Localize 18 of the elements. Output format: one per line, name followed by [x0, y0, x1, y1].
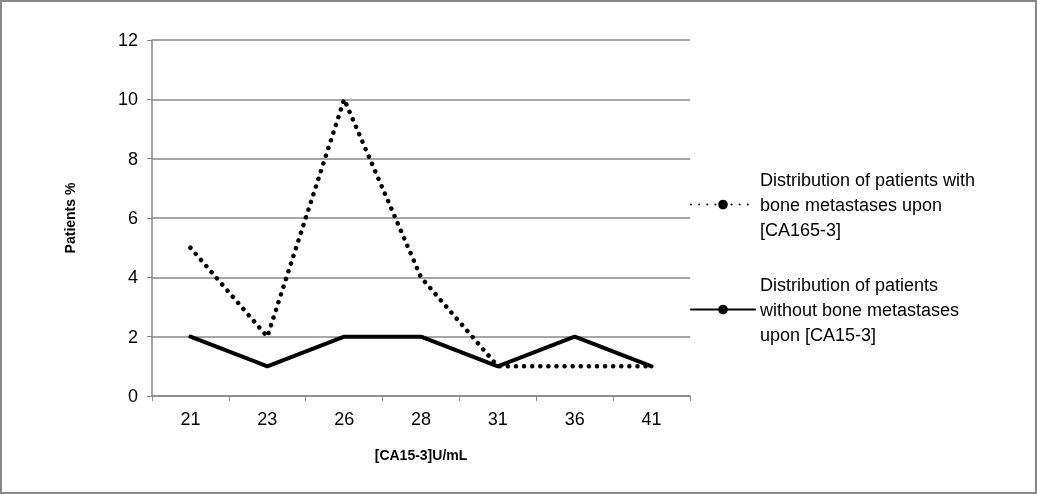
x-tick-label: 21	[180, 409, 201, 429]
legend-label: Distribution of patients without bone metastases upon [CA15-3]	[759, 274, 965, 345]
x-tick-label: 28	[410, 409, 432, 429]
x-tick-label: 26	[334, 409, 355, 429]
y-tick-label: 6	[127, 208, 138, 228]
x-tick-label: 36	[564, 409, 585, 429]
legend-label: Distribution of patients with bone metastases upon [CA165-3]	[760, 169, 981, 240]
x-tick-label: 41	[641, 409, 662, 429]
y-tick-label: 4	[127, 267, 138, 288]
x-axis-title: [CA15-3]U/mL	[374, 447, 468, 463]
y-tick-label: 8	[127, 148, 138, 169]
x-tick-label: 31	[487, 409, 508, 429]
x-tick-label: 23	[257, 409, 278, 429]
y-tick-label: 10	[117, 89, 138, 110]
y-tick-label: 0	[127, 386, 138, 406]
y-tick-label: 12	[117, 30, 138, 50]
y-tick-label: 2	[127, 326, 138, 347]
y-axis-title: Patients %	[62, 182, 78, 254]
